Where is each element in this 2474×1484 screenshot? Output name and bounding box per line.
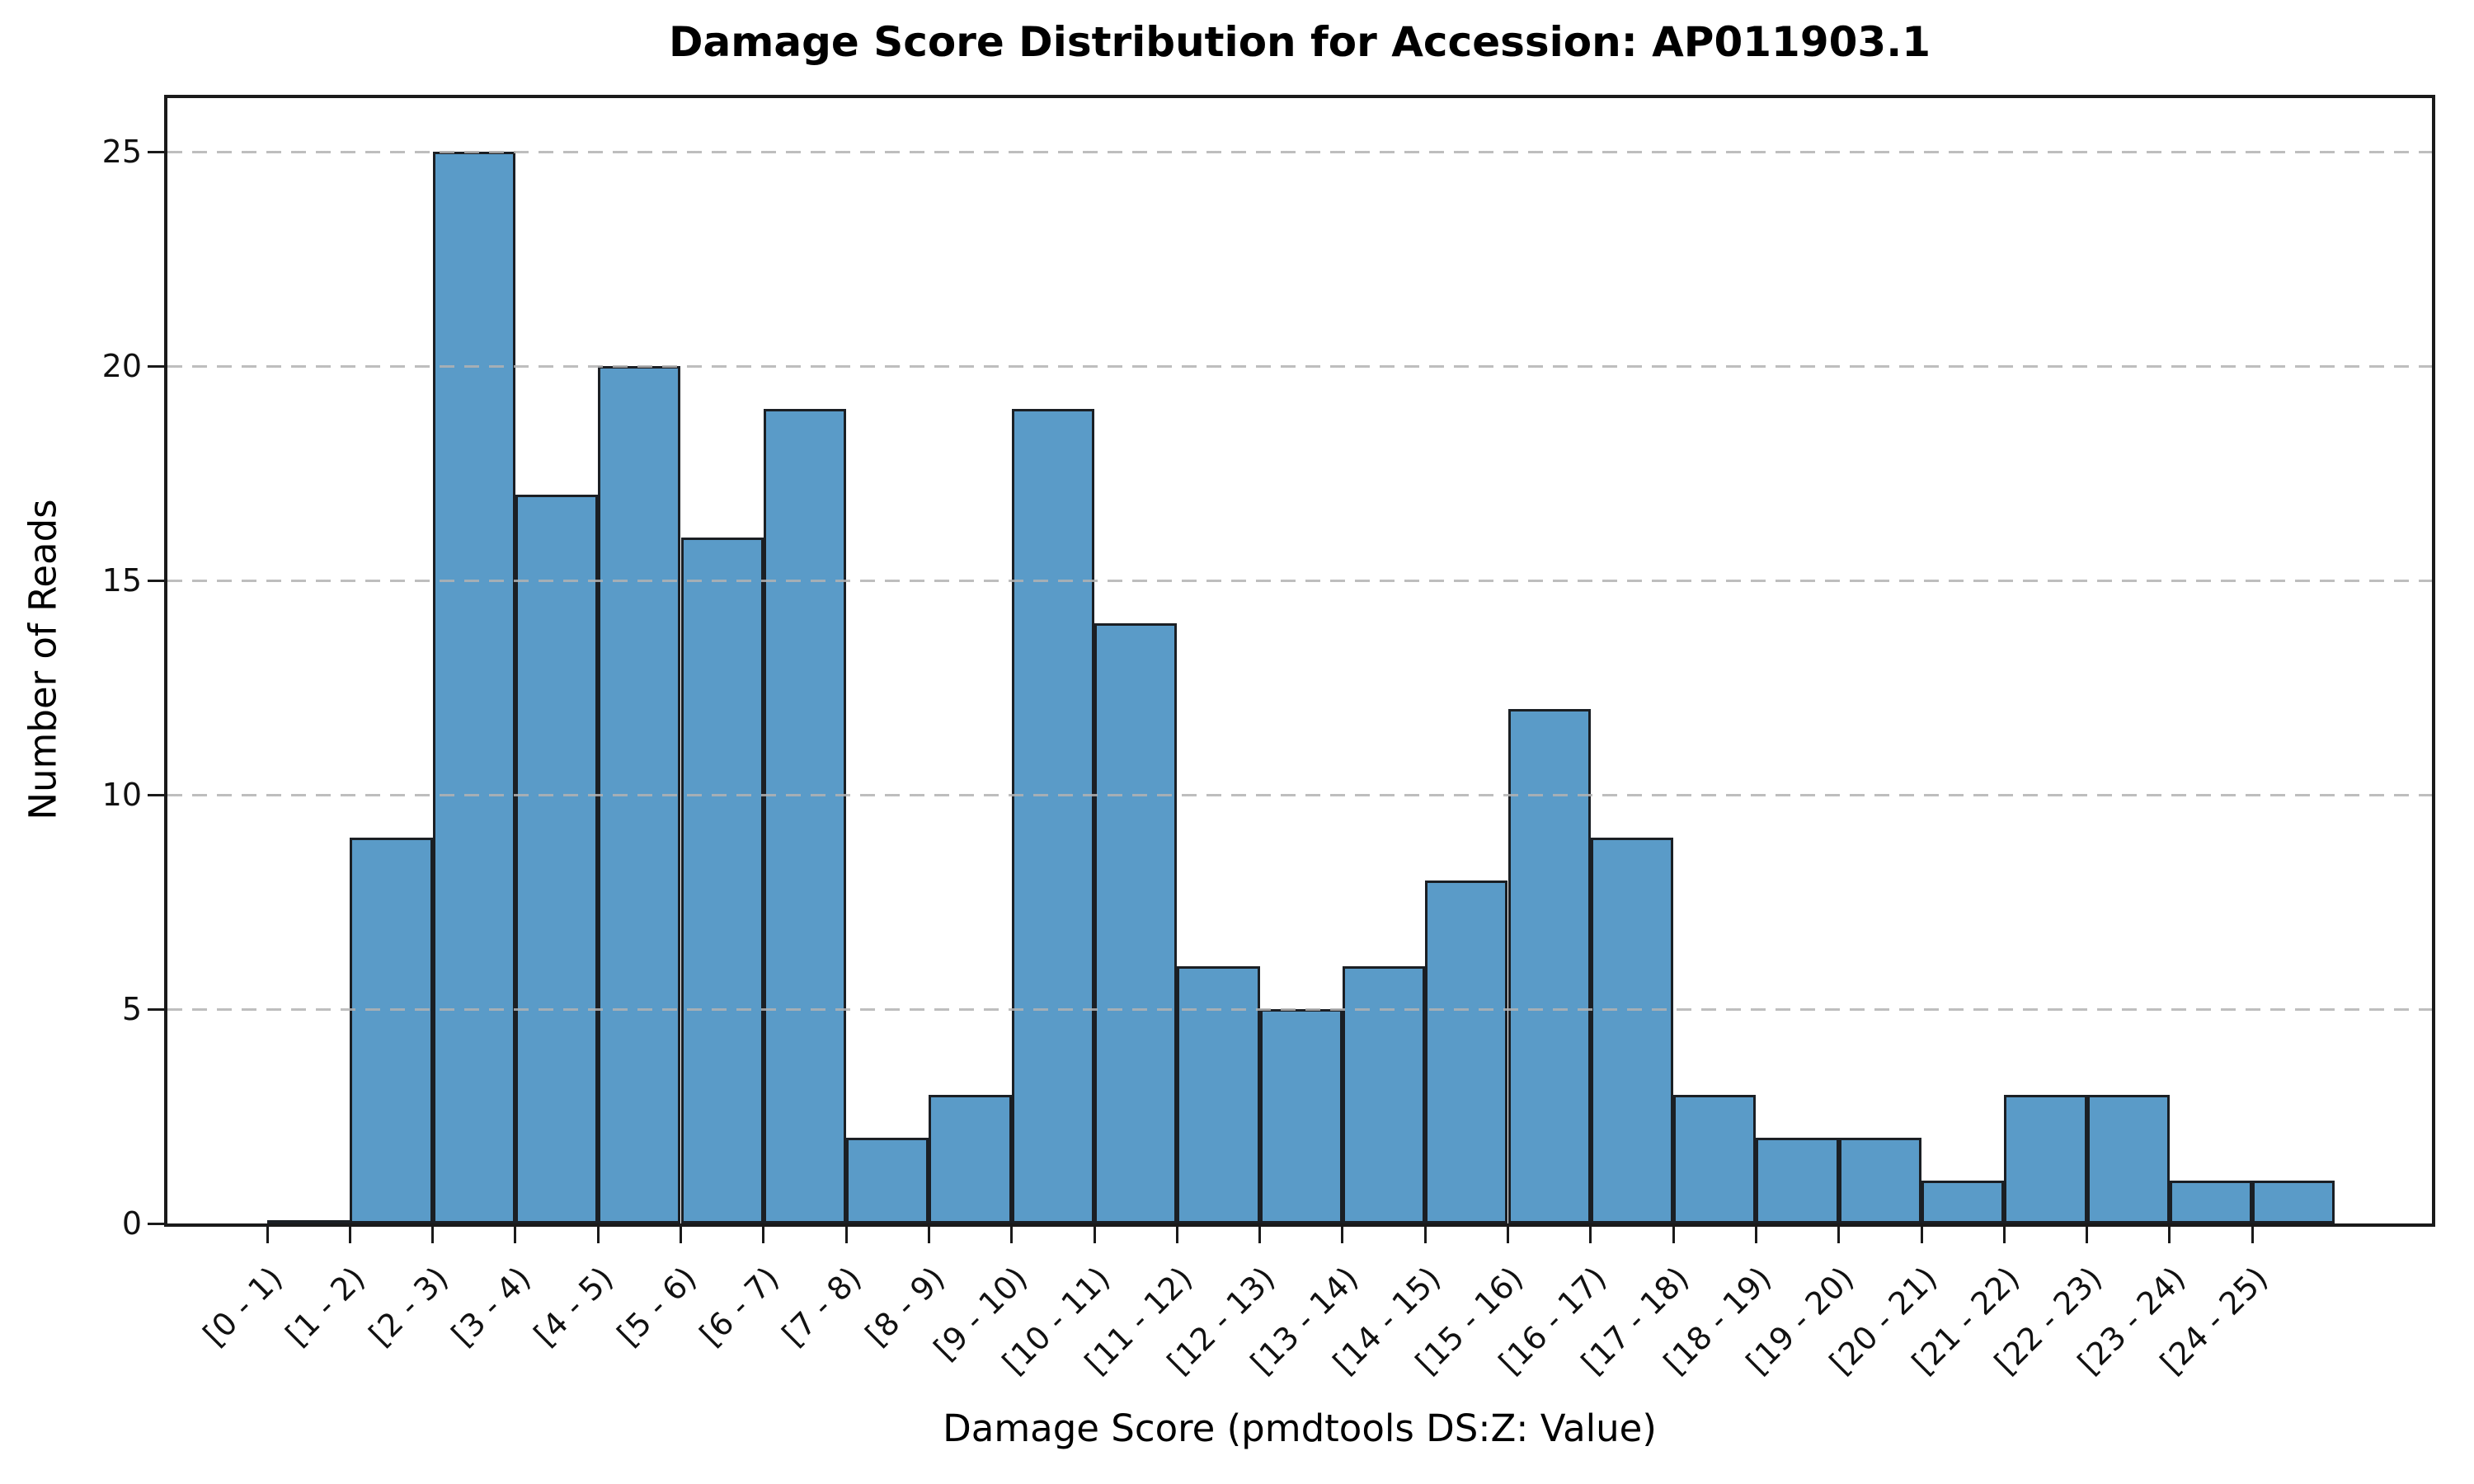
y-tick-label: 10 <box>101 777 142 813</box>
x-tick-label: [6 - 7) <box>692 1260 786 1354</box>
histogram-bar <box>846 1138 929 1223</box>
y-tick <box>148 1222 164 1225</box>
gridline <box>167 150 2432 153</box>
gridline <box>167 1007 2432 1011</box>
histogram-bar <box>2252 1181 2335 1223</box>
histogram-bar <box>2086 1095 2170 1223</box>
x-tick <box>514 1227 517 1243</box>
y-tick-label: 25 <box>101 134 142 170</box>
x-tick-label: [7 - 8) <box>775 1260 869 1354</box>
histogram-bar <box>1177 966 1260 1223</box>
x-axis-label: Damage Score (pmdtools DS:Z: Value) <box>943 1407 1657 1450</box>
gridline <box>167 579 2432 582</box>
y-tick <box>148 150 164 153</box>
x-tick <box>348 1227 351 1243</box>
x-tick <box>1920 1227 1923 1243</box>
histogram-bar <box>1342 966 1426 1223</box>
x-tick-label: [2 - 3) <box>361 1260 455 1354</box>
y-tick-label: 0 <box>121 1205 142 1242</box>
histogram-bar <box>1507 709 1591 1223</box>
histogram-bar <box>680 538 764 1223</box>
histogram-bar <box>1425 881 1508 1223</box>
histogram-bar <box>929 1095 1012 1223</box>
x-tick <box>680 1227 682 1243</box>
x-tick <box>1423 1227 1427 1243</box>
x-tick <box>2168 1227 2171 1243</box>
x-tick <box>1507 1227 1509 1243</box>
y-tick <box>148 364 164 368</box>
y-tick-label: 15 <box>101 562 142 599</box>
y-tick-label: 5 <box>121 991 142 1027</box>
x-tick <box>1175 1227 1178 1243</box>
histogram-bar <box>1094 623 1178 1223</box>
x-tick <box>1672 1227 1675 1243</box>
histogram-bar <box>350 838 433 1223</box>
histogram-bar <box>1011 409 1094 1223</box>
histogram-bar <box>1259 1009 1343 1223</box>
histogram-bar <box>2004 1095 2087 1223</box>
histogram-bar <box>2169 1181 2253 1223</box>
plot-area <box>164 95 2435 1227</box>
histogram-bar <box>1590 838 1674 1223</box>
x-tick-label: [1 - 2) <box>279 1260 373 1354</box>
y-axis-label: Number of Reads <box>21 499 65 820</box>
x-tick <box>1754 1227 1757 1243</box>
x-tick <box>1589 1227 1592 1243</box>
y-tick <box>148 1007 164 1011</box>
x-tick <box>844 1227 848 1243</box>
x-tick <box>927 1227 930 1243</box>
histogram-bar <box>1673 1095 1757 1223</box>
chart-title: Damage Score Distribution for Accession:… <box>669 18 1931 66</box>
x-tick <box>266 1227 269 1243</box>
histogram-bar <box>432 152 515 1223</box>
x-tick <box>1258 1227 1262 1243</box>
histogram-bar <box>763 409 847 1223</box>
x-tick <box>2002 1227 2006 1243</box>
gridline <box>167 793 2432 796</box>
x-tick <box>1341 1227 1344 1243</box>
x-tick-label: [4 - 5) <box>527 1260 621 1354</box>
histogram-bar-zero <box>267 1220 350 1223</box>
x-tick <box>1837 1227 1841 1243</box>
x-tick-label: [0 - 1) <box>196 1260 290 1354</box>
x-tick <box>2251 1227 2254 1243</box>
histogram-bar <box>1838 1138 1921 1223</box>
x-tick-label: [5 - 6) <box>609 1260 703 1354</box>
x-tick-label: [3 - 4) <box>444 1260 539 1354</box>
histogram-bar <box>1921 1181 2005 1223</box>
x-tick <box>1093 1227 1096 1243</box>
x-tick <box>2086 1227 2089 1243</box>
x-tick <box>596 1227 600 1243</box>
x-tick <box>1010 1227 1014 1243</box>
histogram-bar <box>515 495 599 1223</box>
gridline <box>167 364 2432 368</box>
y-tick <box>148 793 164 796</box>
x-tick <box>762 1227 765 1243</box>
y-tick-label: 20 <box>101 348 142 384</box>
x-tick <box>431 1227 435 1243</box>
y-tick <box>148 579 164 582</box>
histogram-bar <box>1756 1138 1839 1223</box>
